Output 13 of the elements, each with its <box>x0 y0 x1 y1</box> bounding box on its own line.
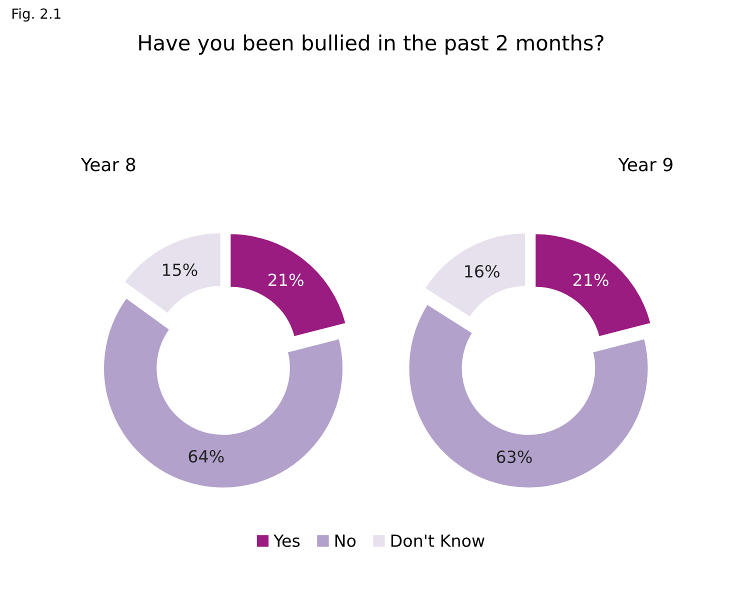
legend-label: Don't Know <box>391 534 484 548</box>
data-label: 64% <box>188 450 224 463</box>
data-label: 21% <box>268 274 304 286</box>
data-label: 21% <box>573 274 608 286</box>
legend-label: No <box>335 534 356 548</box>
data-label: 15% <box>162 264 198 276</box>
chart-subtitle: Year 9 <box>618 158 672 172</box>
chart-title: Have you been bullied in the past 2 months? <box>139 34 604 55</box>
data-label: 16% <box>465 264 500 278</box>
caption: Fig. 2.1 <box>12 8 60 22</box>
legend-label: Yes <box>274 534 300 548</box>
chart-subtitle: Year 8 <box>80 158 136 172</box>
data-label: 63% <box>496 450 532 464</box>
